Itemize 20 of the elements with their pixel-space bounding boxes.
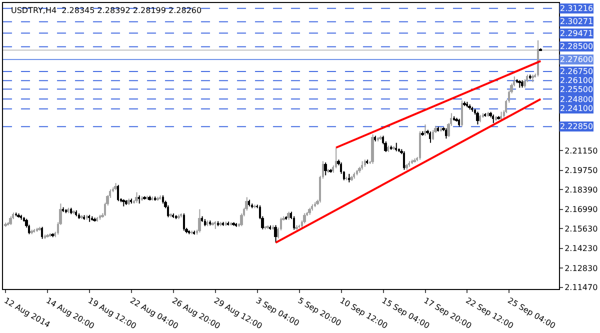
y-tick-label: 2.14230 bbox=[564, 244, 598, 254]
ref-line-label: 2.27600 bbox=[560, 55, 594, 64]
ref-line-label: 2.28500 bbox=[560, 42, 594, 51]
y-tick-label: 2.21150 bbox=[564, 146, 598, 156]
y-tick-label: 2.15630 bbox=[564, 224, 598, 234]
y-tick-label: 2.11470 bbox=[564, 283, 598, 292]
y-tick-label: 2.16990 bbox=[564, 205, 598, 214]
ref-line-label: 2.30271 bbox=[560, 17, 594, 26]
ref-line-label: 2.24800 bbox=[560, 95, 594, 104]
chart-title: USDTRY,H4 2.28345 2.28392 2.28199 2.28260 bbox=[11, 6, 202, 15]
y-tick-label: 2.12830 bbox=[564, 264, 598, 273]
ref-line-label: 2.26100 bbox=[560, 76, 594, 85]
ref-line-label: 2.31216 bbox=[560, 4, 594, 13]
ref-line-label: 2.22850 bbox=[560, 122, 594, 131]
y-tick-label: 2.19750 bbox=[564, 166, 598, 176]
ref-line-label: 2.24100 bbox=[560, 104, 594, 113]
ref-line-label: 2.26750 bbox=[560, 67, 594, 76]
ref-line-label: 2.29471 bbox=[560, 29, 594, 38]
ref-line-label: 2.25500 bbox=[560, 85, 594, 94]
y-tick-label: 2.18390 bbox=[564, 185, 598, 194]
